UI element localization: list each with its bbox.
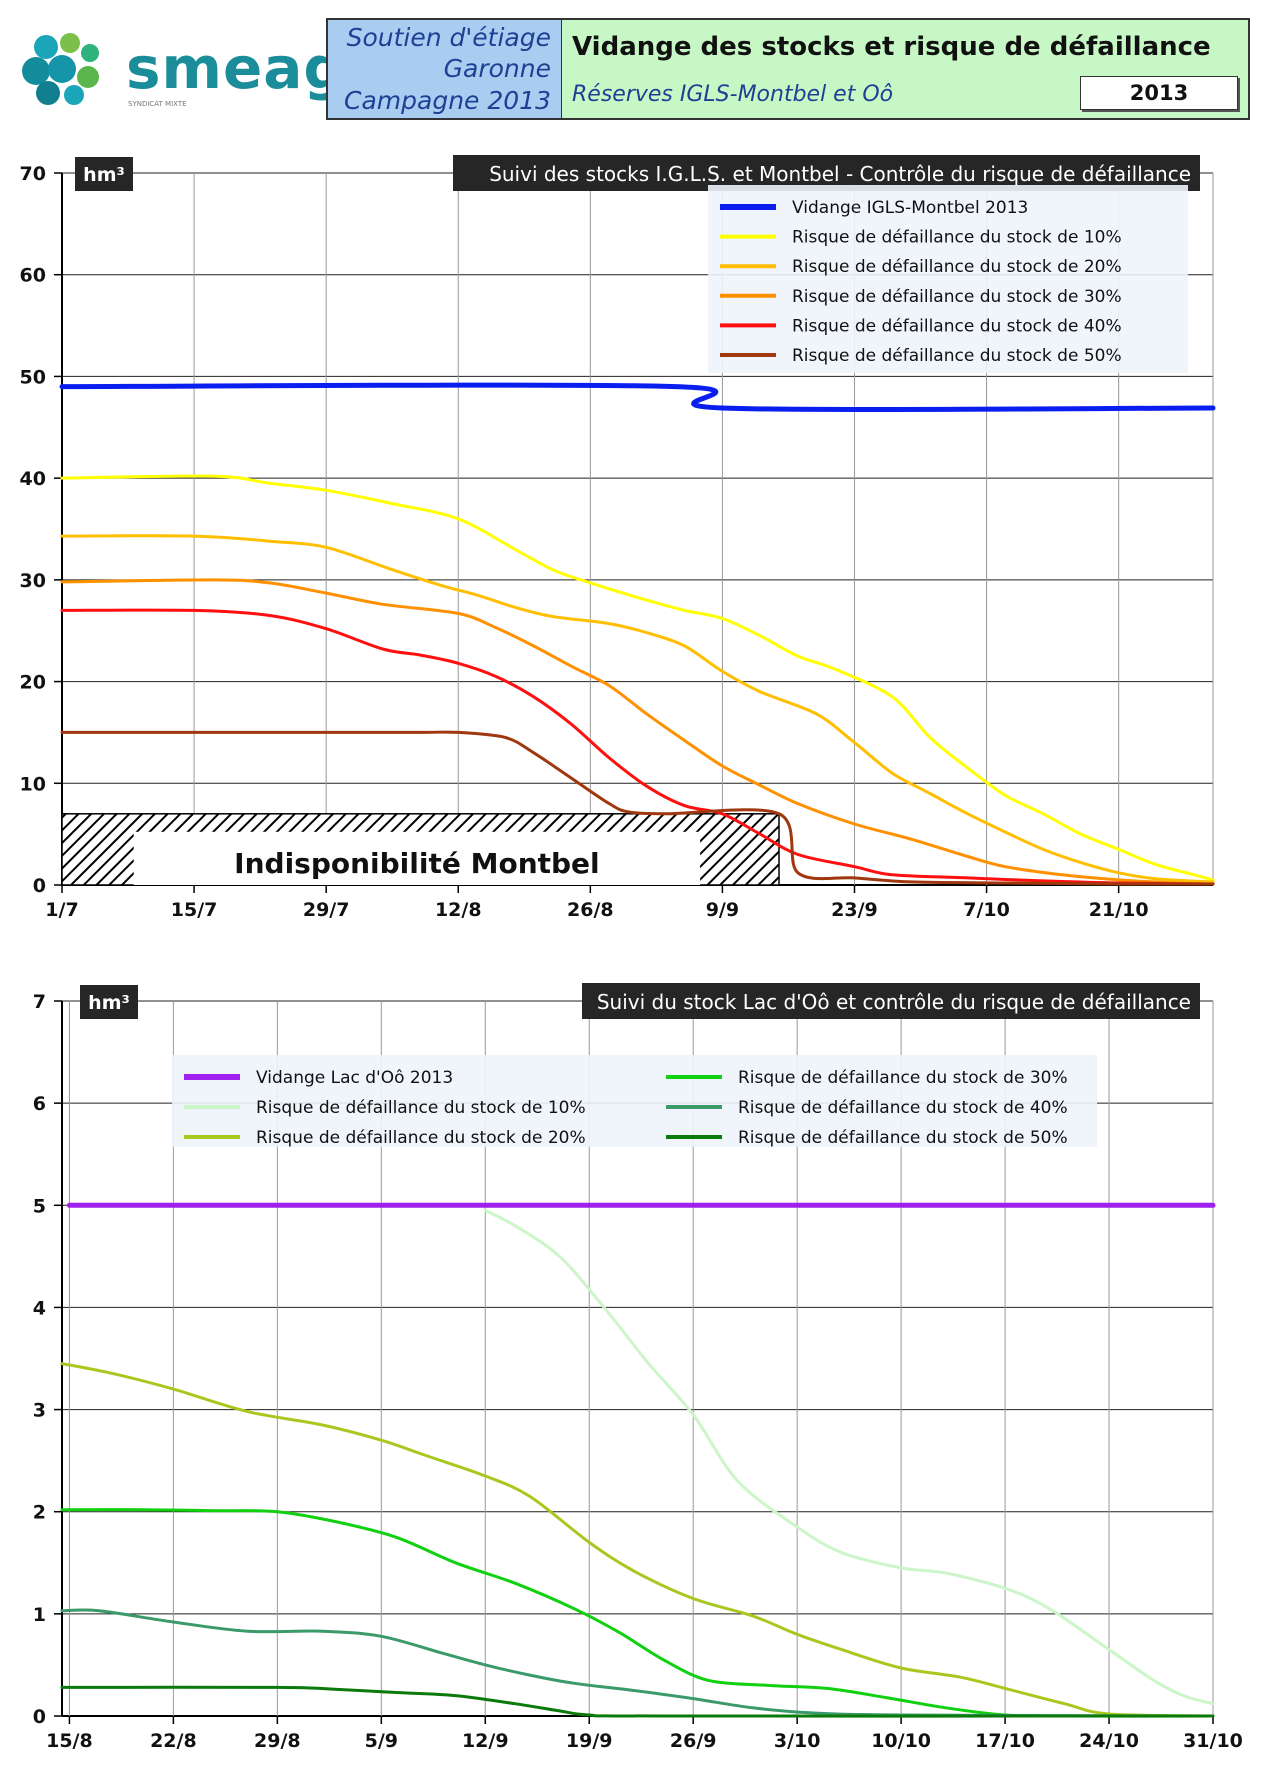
series-line-risque-de-d-faillance-du-stock-de-40	[60, 608, 1215, 886]
logo-subtitle: SYNDICAT MIXTE	[128, 100, 187, 108]
series-line-risque-de-d-faillance-du-stock-de-20	[60, 1362, 1215, 1718]
y-tick-label: 0	[33, 875, 46, 897]
unavailability-label: Indisponibilité Montbel	[234, 847, 599, 880]
legend-label: Risque de défaillance du stock de 10%	[256, 1098, 586, 1118]
series-line-risque-de-d-faillance-du-stock-de-40	[60, 1608, 1215, 1718]
legend-label: Risque de défaillance du stock de 40%	[738, 1098, 1068, 1118]
header: smeag SYNDICAT MIXTE Soutien d'étiage Ga…	[0, 0, 1262, 130]
page-title: Vidange des stocks et risque de défailla…	[572, 32, 1211, 62]
unit-badge	[75, 157, 133, 191]
y-tick-label: 5	[33, 1195, 46, 1217]
y-tick-label: 0	[33, 1706, 46, 1728]
x-tick-label: 15/7	[171, 899, 218, 921]
x-tick-label: 12/8	[435, 899, 482, 921]
x-tick-label: 3/10	[774, 1730, 821, 1752]
y-tick-label: 7	[33, 991, 46, 1013]
campaign-line-3: Campagne 2013	[344, 86, 551, 115]
chart-title: Suivi des stocks I.G.L.S. et Montbel - C…	[489, 162, 1191, 186]
campaign-line-2: Garonne	[443, 54, 551, 83]
unit-badge	[80, 985, 138, 1019]
legend-box	[172, 1055, 1097, 1147]
x-tick-label: 22/8	[150, 1730, 197, 1752]
legend-label: Risque de défaillance du stock de 10%	[792, 228, 1122, 248]
legend-label: Risque de défaillance du stock de 50%	[738, 1128, 1068, 1148]
campaign-box: Soutien d'étiage Garonne Campagne 2013	[326, 18, 563, 120]
y-tick-label: 40	[20, 468, 46, 490]
y-tick-label: 4	[33, 1297, 46, 1319]
legend-label: Risque de défaillance du stock de 30%	[792, 287, 1122, 307]
x-tick-label: 29/8	[254, 1730, 301, 1752]
y-tick-label: 70	[20, 163, 46, 185]
unavailability-label-bg	[133, 831, 701, 885]
legend-label: Risque de défaillance du stock de 50%	[792, 346, 1122, 366]
series-line-vidange-igls-montbel-2013	[59, 382, 1216, 413]
year-field: 2013	[1080, 76, 1238, 110]
x-tick-label: 12/9	[462, 1730, 509, 1752]
x-tick-label: 21/10	[1089, 899, 1149, 921]
y-tick-label: 60	[20, 265, 46, 287]
series-line-risque-de-d-faillance-du-stock-de-50	[60, 1685, 1215, 1718]
title-box: Vidange des stocks et risque de défailla…	[562, 18, 1250, 120]
smeag-logo: smeag SYNDICAT MIXTE	[18, 22, 345, 117]
campaign-line-1: Soutien d'étiage	[346, 23, 551, 52]
y-tick-label: 6	[33, 1093, 46, 1115]
legend-label: Vidange Lac d'Oô 2013	[256, 1068, 453, 1088]
logo-emblem-icon	[22, 33, 99, 105]
series-line-risque-de-d-faillance-du-stock-de-20	[60, 534, 1215, 884]
x-tick-label: 31/10	[1183, 1730, 1243, 1752]
legend-label: Vidange IGLS-Montbel 2013	[792, 198, 1028, 218]
x-tick-label: 24/10	[1079, 1730, 1139, 1752]
x-tick-label: 15/8	[46, 1730, 93, 1752]
chart-title: Suivi du stock Lac d'Oô et contrôle du r…	[597, 990, 1191, 1014]
x-tick-label: 5/9	[365, 1730, 398, 1752]
unit-label: hm³	[83, 164, 125, 186]
series-line-risque-de-d-faillance-du-stock-de-30	[60, 1508, 1215, 1718]
series-line-risque-de-d-faillance-du-stock-de-10	[60, 474, 1215, 882]
series-line-risque-de-d-faillance-du-stock-de-30	[60, 578, 1215, 886]
x-tick-label: 1/7	[45, 899, 78, 921]
y-tick-label: 2	[33, 1502, 46, 1524]
chart-igls-montbel: 0 10 20 30 40 50 60 70 1/7 15/7 29/7 12/8 26/8 9/9 23/…	[20, 155, 1216, 921]
logo-text: smeag	[126, 34, 346, 102]
legend-label: Risque de défaillance du stock de 40%	[792, 316, 1122, 336]
legend-label: Risque de défaillance du stock de 20%	[256, 1128, 586, 1148]
x-tick-label: 17/10	[975, 1730, 1035, 1752]
unit-label: hm³	[88, 992, 130, 1014]
y-tick-label: 30	[20, 570, 46, 592]
x-tick-label: 26/8	[567, 899, 614, 921]
x-tick-label: 29/7	[303, 899, 350, 921]
series-line-risque-de-d-faillance-du-stock-de-10	[483, 1208, 1215, 1706]
page-subtitle: Réserves IGLS-Montbel et Oô	[572, 82, 894, 107]
chart-lac-oo: 0 1 2 3 4 5 6 7 15/8 22/8 29/8 5/9 12/9 19/9 26/9 3/10 1…	[33, 983, 1243, 1752]
series-line-risque-de-d-faillance-du-stock-de-50	[60, 730, 1215, 886]
legend-box	[708, 185, 1188, 373]
y-tick-label: 20	[20, 672, 46, 694]
legend-label: Risque de défaillance du stock de 30%	[738, 1068, 1068, 1088]
x-tick-label: 10/10	[871, 1730, 931, 1752]
x-tick-label: 26/9	[670, 1730, 717, 1752]
x-tick-label: 23/9	[831, 899, 878, 921]
x-tick-label: 9/9	[706, 899, 739, 921]
x-tick-label: 7/10	[963, 899, 1010, 921]
y-tick-label: 50	[20, 366, 46, 388]
chart-title-bg	[582, 983, 1200, 1019]
y-tick-label: 1	[33, 1604, 46, 1626]
legend-label: Risque de défaillance du stock de 20%	[792, 257, 1122, 277]
y-tick-label: 10	[20, 773, 46, 795]
x-tick-label: 19/9	[566, 1730, 613, 1752]
y-tick-label: 3	[33, 1400, 46, 1422]
